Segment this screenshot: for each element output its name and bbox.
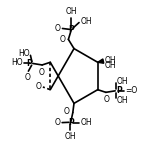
Text: P: P	[26, 59, 32, 68]
Text: OH: OH	[117, 77, 128, 86]
Text: O: O	[55, 118, 61, 127]
Text: O: O	[103, 95, 109, 104]
Text: OH: OH	[66, 7, 77, 16]
Text: OH: OH	[105, 56, 117, 65]
Text: O: O	[36, 82, 42, 91]
Text: P: P	[69, 25, 74, 34]
Text: OH: OH	[117, 96, 128, 105]
Text: O: O	[54, 24, 60, 33]
Text: OH: OH	[81, 17, 93, 26]
Text: P: P	[116, 86, 122, 95]
Text: O: O	[60, 35, 66, 44]
Text: OH: OH	[81, 118, 92, 127]
Text: O: O	[39, 68, 45, 77]
Text: OH: OH	[65, 132, 76, 141]
Text: O: O	[25, 73, 30, 82]
Text: HO: HO	[18, 49, 30, 58]
Text: P: P	[68, 118, 74, 127]
Text: O: O	[64, 107, 70, 117]
Text: HO: HO	[11, 58, 22, 67]
Text: =O: =O	[125, 86, 137, 95]
Polygon shape	[98, 59, 104, 63]
Text: OH: OH	[105, 62, 117, 70]
